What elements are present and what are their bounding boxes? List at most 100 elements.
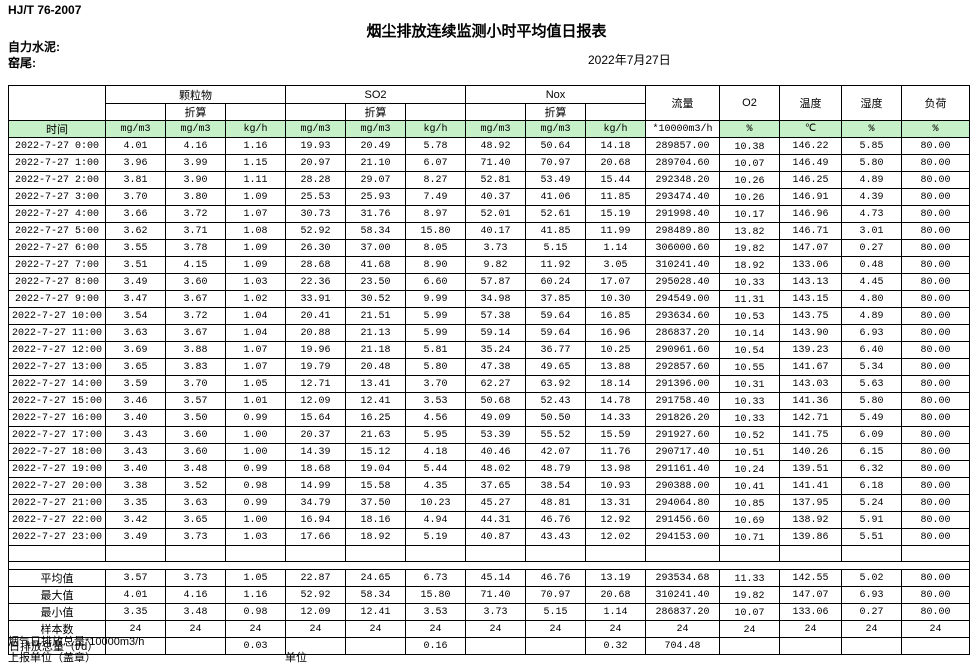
report-date: 2022年7月27日 [588, 53, 671, 67]
value-cell: 80.00 [901, 426, 970, 444]
value-cell: 1.09 [225, 256, 286, 274]
value-cell: 11.31 [719, 290, 780, 308]
summary-value-cell: 3.73 [165, 569, 226, 587]
value-cell: 3.54 [105, 307, 166, 325]
summary-value-cell: 52.92 [285, 586, 346, 604]
summary-value-cell: 24 [465, 620, 526, 638]
empty-cell [285, 545, 346, 562]
time-cell: 2022-7-27 16:00 [8, 409, 106, 427]
value-cell: 3.70 [165, 375, 226, 393]
value-cell: 62.27 [465, 375, 526, 393]
value-cell: 4.73 [841, 205, 902, 223]
summary-value-cell: 4.01 [105, 586, 166, 604]
table-row: 2022-7-27 23:00 3.49 3.73 1.03 17.66 18.92 5.1… [8, 528, 970, 546]
footer-flue-gas-total: 烟气日排放总量*10000m3/h [8, 636, 145, 648]
unit-flow: *10000m3/h [645, 120, 720, 138]
table-row: 2022-7-27 6:00 3.55 3.78 1.09 26.30 37.00 8.05… [8, 239, 970, 257]
company-label: 自力水泥: [8, 40, 60, 54]
value-cell: 19.04 [345, 460, 406, 478]
value-cell: 6.07 [405, 154, 466, 172]
value-cell: 12.09 [285, 392, 346, 410]
value-cell: 293474.40 [645, 188, 720, 206]
value-cell: 50.68 [465, 392, 526, 410]
value-cell: 3.50 [165, 409, 226, 427]
unit-humidity-percent: % [841, 120, 902, 138]
value-cell: 42.07 [525, 443, 586, 461]
value-cell: 3.05 [585, 256, 646, 274]
value-cell: 18.16 [345, 511, 406, 529]
value-cell: 48.02 [465, 460, 526, 478]
value-cell: 5.51 [841, 528, 902, 546]
table-row: 2022-7-27 16:00 3.40 3.50 0.99 15.64 16.25 4.5… [8, 409, 970, 427]
value-cell: 147.07 [779, 239, 842, 257]
summary-value-cell: 12.09 [285, 603, 346, 621]
value-cell: 80.00 [901, 392, 970, 410]
value-cell: 41.85 [525, 222, 586, 240]
value-cell: 6.18 [841, 477, 902, 495]
value-cell: 5.85 [841, 137, 902, 155]
time-cell: 2022-7-27 0:00 [8, 137, 106, 155]
value-cell: 5.99 [405, 307, 466, 325]
value-cell: 5.80 [405, 358, 466, 376]
value-cell: 5.99 [405, 324, 466, 342]
value-cell: 3.60 [165, 443, 226, 461]
empty-cell [585, 545, 646, 562]
unit-pm-converted-mg: mg/m3 [165, 120, 226, 138]
value-cell: 1.14 [585, 239, 646, 257]
value-cell: 20.41 [285, 307, 346, 325]
time-cell: 2022-7-27 21:00 [8, 494, 106, 512]
value-cell: 18.14 [585, 375, 646, 393]
summary-value-cell: 80.00 [901, 586, 970, 604]
value-cell: 3.48 [165, 460, 226, 478]
value-cell: 1.01 [225, 392, 286, 410]
summary-label: 最小值 [8, 603, 106, 621]
header-humidity: 湿度 [841, 85, 902, 121]
summary-value-cell: 5.02 [841, 569, 902, 587]
value-cell: 291161.40 [645, 460, 720, 478]
value-cell: 5.63 [841, 375, 902, 393]
value-cell: 40.46 [465, 443, 526, 461]
value-cell: 13.41 [345, 375, 406, 393]
value-cell: 3.53 [405, 392, 466, 410]
value-cell: 3.83 [165, 358, 226, 376]
value-cell: 1.02 [225, 290, 286, 308]
summary-value-cell: 24 [901, 620, 970, 638]
value-cell: 3.73 [165, 528, 226, 546]
value-cell: 20.37 [285, 426, 346, 444]
value-cell: 80.00 [901, 409, 970, 427]
summary-value-cell [525, 637, 586, 655]
empty-cell [405, 103, 466, 121]
value-cell: 3.70 [105, 188, 166, 206]
empty-cell [405, 545, 466, 562]
value-cell: 0.98 [225, 477, 286, 495]
summary-value-cell [465, 637, 526, 655]
value-cell: 3.38 [105, 477, 166, 495]
time-column-header: 时间 [8, 120, 106, 138]
value-cell: 12.92 [585, 511, 646, 529]
value-cell: 19.79 [285, 358, 346, 376]
value-cell: 10.33 [719, 409, 780, 427]
value-cell: 28.28 [285, 171, 346, 189]
value-cell: 29.07 [345, 171, 406, 189]
empty-cell [465, 545, 526, 562]
value-cell: 25.93 [345, 188, 406, 206]
value-cell: 10.41 [719, 477, 780, 495]
table-row: 2022-7-27 22:00 3.42 3.65 1.00 16.94 18.16 4.9… [8, 511, 970, 529]
value-cell: 146.49 [779, 154, 842, 172]
value-cell: 26.30 [285, 239, 346, 257]
kiln-label: 窑尾: [8, 56, 36, 70]
empty-cell [285, 103, 346, 121]
value-cell: 19.96 [285, 341, 346, 359]
value-cell: 138.92 [779, 511, 842, 529]
value-cell: 1.00 [225, 426, 286, 444]
value-cell: 14.18 [585, 137, 646, 155]
value-cell: 3.40 [105, 409, 166, 427]
value-cell: 0.48 [841, 256, 902, 274]
value-cell: 139.51 [779, 460, 842, 478]
value-cell: 17.66 [285, 528, 346, 546]
time-cell: 2022-7-27 17:00 [8, 426, 106, 444]
summary-value-cell: 19.82 [719, 586, 780, 604]
value-cell: 306000.60 [645, 239, 720, 257]
value-cell: 52.92 [285, 222, 346, 240]
empty-cell [719, 545, 780, 562]
